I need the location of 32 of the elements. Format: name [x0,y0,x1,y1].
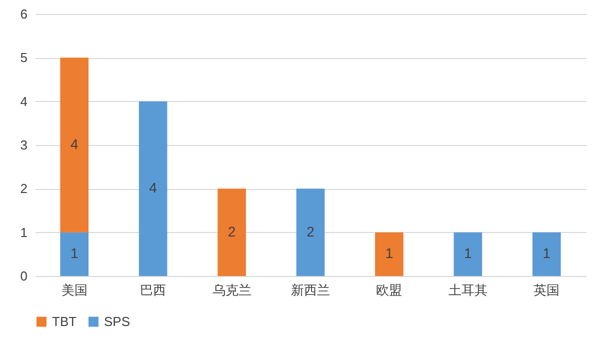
x-tick-label: 新西兰 [291,282,330,298]
x-tick-label: 欧盟 [376,282,402,298]
data-label: 1 [464,245,472,262]
data-label: 1 [70,245,78,262]
x-tick-label: 乌克兰 [212,282,252,298]
bar [532,232,561,276]
data-label: 4 [149,180,158,196]
bar [60,58,89,232]
bar [138,101,168,276]
y-tick-label: 3 [20,138,28,152]
x-tick-label: 土耳其 [448,282,488,298]
x-tick-label: 英国 [534,282,560,298]
y-tick-label: 5 [20,50,28,66]
bar [454,232,482,276]
data-label: 1 [542,245,551,262]
x-tick-label: 巴西 [140,282,166,298]
y-tick-label: 0 [20,268,28,284]
bar [375,232,404,276]
bar [296,188,325,276]
bar [218,188,246,276]
legend-label: SPS [104,314,130,329]
y-tick-label: 2 [20,181,28,196]
y-tick-label: 1 [20,224,28,240]
data-label: 1 [385,245,394,262]
y-tick-label: 6 [20,6,28,22]
legend-label: TBT [52,314,77,329]
x-tick-label: 美国 [61,282,88,298]
data-label: 2 [306,223,315,240]
bar [60,232,89,276]
data-label: 2 [228,223,236,240]
data-label: 4 [70,136,78,152]
y-tick-label: 4 [20,94,28,109]
